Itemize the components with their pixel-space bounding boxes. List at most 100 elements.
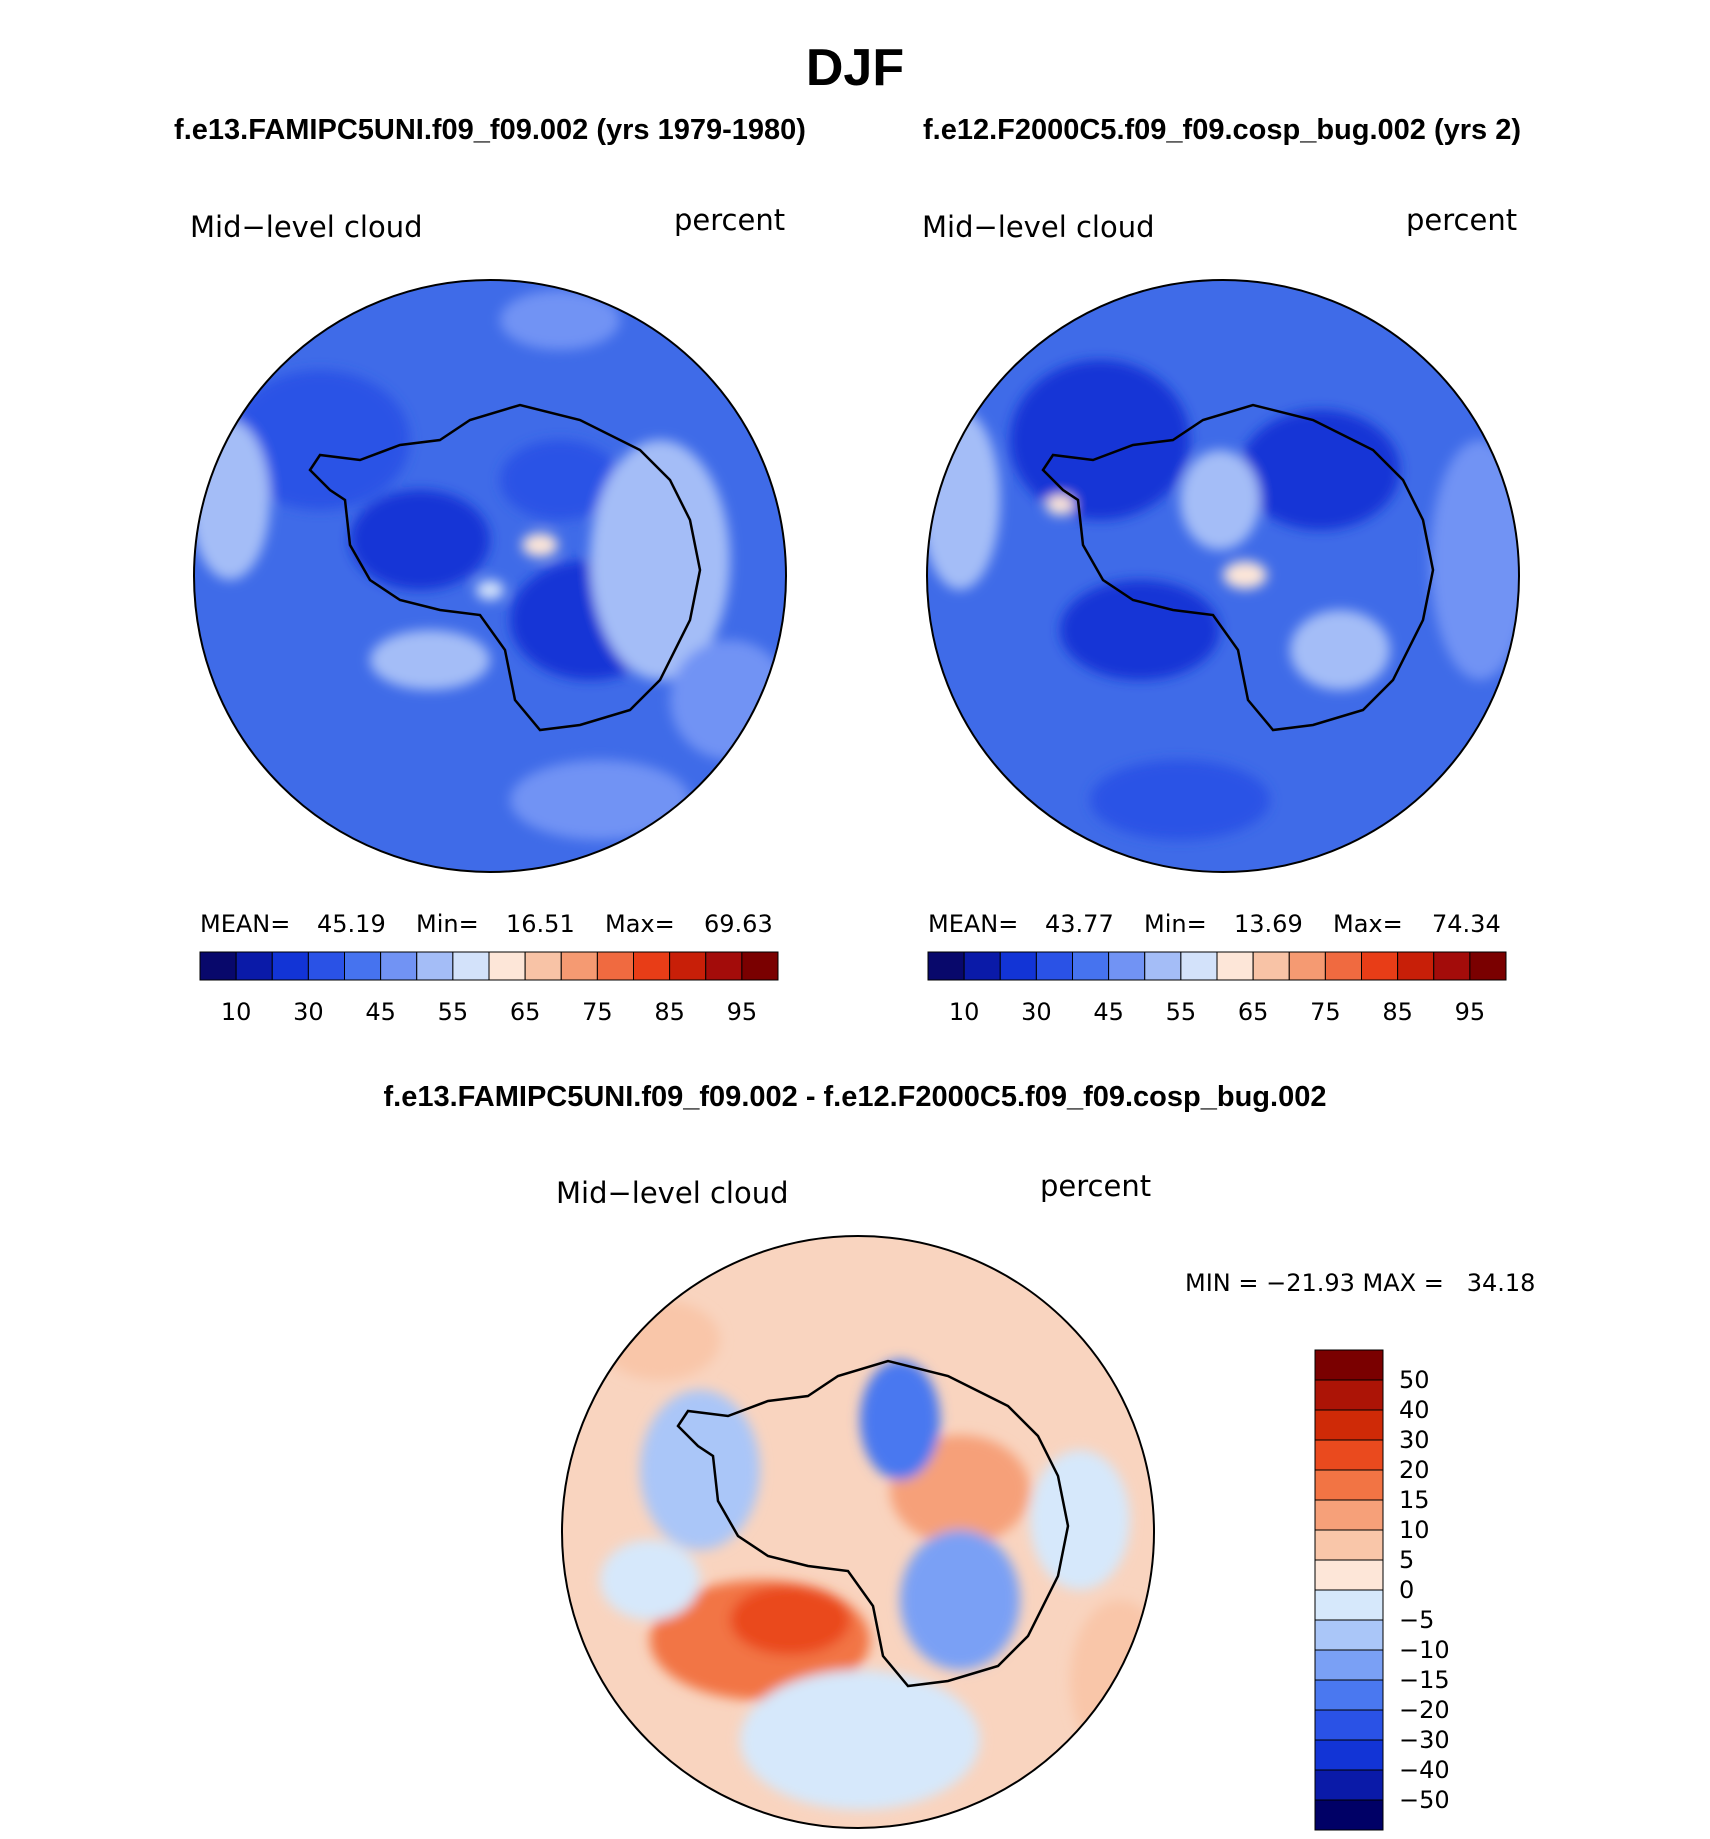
right-max-value: 74.34 <box>1432 910 1501 938</box>
left-colorbar-swatch <box>199 951 237 981</box>
diff-colorbar-tick-label: 20 <box>1399 1456 1430 1484</box>
left-colorbar-tick-label: 30 <box>293 998 324 1026</box>
diff-colorbar-tick-label: 15 <box>1399 1486 1430 1514</box>
right-map-border <box>926 279 1520 873</box>
left-colorbar-tick-label: 75 <box>582 998 613 1026</box>
right-units-label: percent <box>1406 203 1517 237</box>
diff-colorbar-tick-label: 5 <box>1399 1546 1414 1574</box>
diff-map-border <box>561 1235 1155 1829</box>
left-map-border <box>193 279 787 873</box>
left-colorbar-tick-label: 65 <box>510 998 541 1026</box>
right-coastline <box>1041 403 1435 732</box>
diff-colorbar-swatch <box>1314 1469 1384 1501</box>
diff-colorbar-swatch <box>1314 1559 1384 1591</box>
left-colorbar-tick-label: 10 <box>221 998 252 1026</box>
diff-colorbar-tick-label: 0 <box>1399 1576 1414 1604</box>
right-colorbar-tick-label: 95 <box>1455 998 1486 1026</box>
season-title: DJF <box>806 39 904 97</box>
diff-colorbar-tick-label: −15 <box>1399 1666 1450 1694</box>
diff-colorbar-swatch <box>1314 1379 1384 1411</box>
diff-colorbar-swatch <box>1314 1409 1384 1441</box>
right-colorbar-tick-label: 65 <box>1238 998 1269 1026</box>
left-stats: MEAN= 45.19 Min= 16.51 Max= 69.63 <box>200 910 773 938</box>
right-min-value: 13.69 <box>1234 910 1303 938</box>
right-max-label: Max= <box>1333 910 1403 938</box>
diff-colorbar-swatch <box>1314 1619 1384 1651</box>
left-min-value: 16.51 <box>506 910 575 938</box>
diff-coastline <box>676 1359 1070 1688</box>
diff-stats: MIN = −21.93 MAX = 34.18 <box>1185 1269 1535 1297</box>
diff-colorbar-swatch <box>1314 1439 1384 1471</box>
left-colorbar-swatch <box>705 951 743 981</box>
right-colorbar-swatch <box>1324 951 1362 981</box>
diff-units-label: percent <box>1040 1169 1151 1203</box>
right-colorbar-swatch <box>1216 951 1254 981</box>
left-colorbar-swatch <box>633 951 671 981</box>
left-panel-header: f.e13.FAMIPC5UNI.f09_f09.002 (yrs 1979-1… <box>174 114 806 146</box>
diff-colorbar-swatch <box>1314 1679 1384 1711</box>
right-colorbar-swatch <box>1072 951 1110 981</box>
left-colorbar-swatch <box>344 951 382 981</box>
right-colorbar-swatch <box>1144 951 1182 981</box>
right-colorbar-swatch <box>1108 951 1146 981</box>
diff-colorbar-tick-label: 40 <box>1399 1396 1430 1424</box>
left-colorbar-swatch <box>416 951 454 981</box>
diff-colorbar-swatch <box>1314 1709 1384 1741</box>
left-max-value: 69.63 <box>704 910 773 938</box>
diff-colorbar-swatch <box>1314 1769 1384 1801</box>
left-map <box>193 279 787 873</box>
left-colorbar-tick-label: 45 <box>365 998 396 1026</box>
diff-colorbar-tick-label: −50 <box>1399 1786 1450 1814</box>
diff-colorbar-tick-label: −10 <box>1399 1636 1450 1664</box>
right-panel-header: f.e12.F2000C5.f09_f09.cosp_bug.002 (yrs … <box>923 114 1521 146</box>
right-colorbar-swatch <box>999 951 1037 981</box>
left-colorbar-swatch <box>488 951 526 981</box>
right-mean-label: MEAN= <box>928 910 1018 938</box>
left-colorbar-swatch <box>380 951 418 981</box>
right-variable-label: Mid−level cloud <box>922 210 1155 244</box>
right-colorbar-swatch <box>1361 951 1399 981</box>
right-colorbar-swatch <box>963 951 1001 981</box>
left-colorbar-tick-label: 55 <box>438 998 469 1026</box>
left-colorbar-swatch <box>271 951 309 981</box>
left-colorbar-swatch <box>596 951 634 981</box>
left-mean-value: 45.19 <box>317 910 386 938</box>
diff-map <box>561 1235 1155 1829</box>
left-colorbar-tick-label: 95 <box>727 998 758 1026</box>
left-colorbar-swatch <box>524 951 562 981</box>
right-colorbar-swatch <box>1397 951 1435 981</box>
left-units-label: percent <box>674 203 785 237</box>
left-colorbar-swatch <box>669 951 707 981</box>
diff-colorbar-swatch <box>1314 1589 1384 1621</box>
diff-colorbar-swatch <box>1314 1799 1384 1831</box>
right-min-label: Min= <box>1144 910 1207 938</box>
right-colorbar-tick-label: 85 <box>1382 998 1413 1026</box>
diff-panel-header: f.e13.FAMIPC5UNI.f09_f09.002 - f.e12.F20… <box>384 1081 1327 1113</box>
left-colorbar-swatch <box>452 951 490 981</box>
left-mean-label: MEAN= <box>200 910 290 938</box>
left-colorbar-swatch <box>741 951 779 981</box>
right-map <box>926 279 1520 873</box>
left-colorbar-swatch <box>560 951 598 981</box>
right-colorbar-swatch <box>1180 951 1218 981</box>
right-colorbar-tick-label: 30 <box>1021 998 1052 1026</box>
right-colorbar-swatch <box>927 951 965 981</box>
diff-colorbar-tick-label: 30 <box>1399 1426 1430 1454</box>
diff-colorbar-swatch <box>1314 1499 1384 1531</box>
left-colorbar-swatch <box>307 951 345 981</box>
right-colorbar-tick-label: 75 <box>1310 998 1341 1026</box>
left-max-label: Max= <box>605 910 675 938</box>
right-mean-value: 43.77 <box>1045 910 1114 938</box>
diff-colorbar-tick-label: −30 <box>1399 1726 1450 1754</box>
diff-colorbar-tick-label: −5 <box>1399 1606 1434 1634</box>
diff-colorbar-swatch <box>1314 1649 1384 1681</box>
diff-colorbar-swatch <box>1314 1529 1384 1561</box>
diff-variable-label: Mid−level cloud <box>556 1176 789 1210</box>
diff-colorbar-swatch <box>1314 1739 1384 1771</box>
diff-colorbar-tick-label: −40 <box>1399 1756 1450 1784</box>
diff-colorbar-swatch <box>1314 1349 1384 1381</box>
diff-colorbar-tick-label: 50 <box>1399 1366 1430 1394</box>
left-variable-label: Mid−level cloud <box>190 210 423 244</box>
